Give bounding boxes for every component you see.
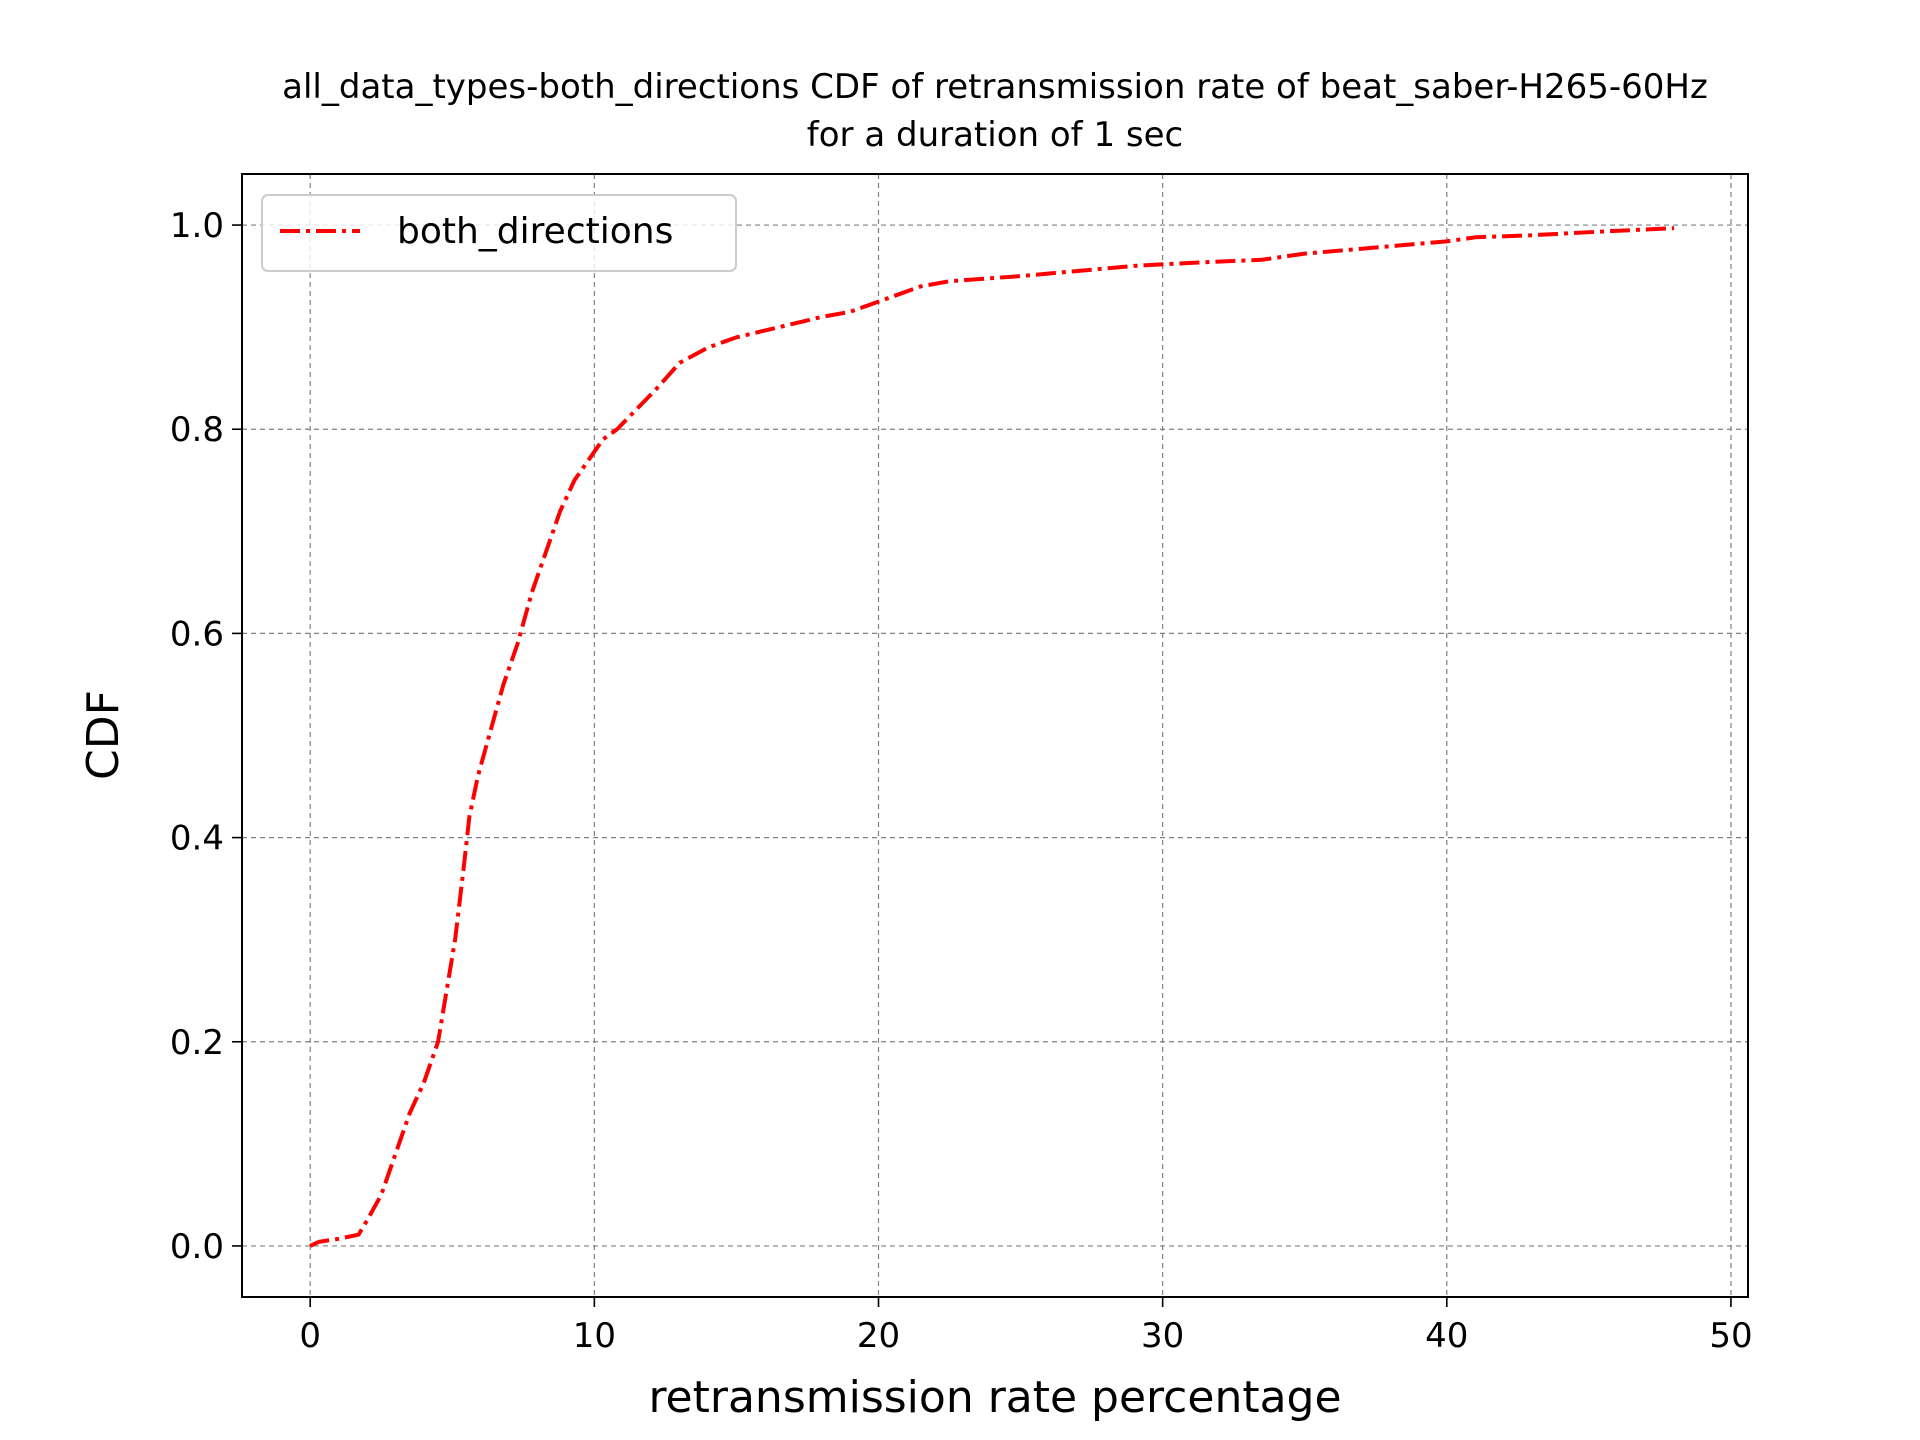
legend-entry-label: both_directions (397, 211, 673, 252)
legend: both_directions (261, 194, 737, 272)
chart-title: all_data_types-both_directions CDF of re… (282, 67, 1708, 107)
x-tick-label: 20 (857, 1316, 900, 1356)
y-tick-label: 0.4 (170, 819, 224, 859)
x-tick-label: 0 (299, 1316, 321, 1356)
legend-box (261, 194, 737, 272)
grid (242, 174, 1748, 1297)
x-tick-label: 50 (1709, 1316, 1752, 1356)
plot-area-frame (241, 173, 1749, 1298)
y-tick-label: 0.2 (170, 1023, 224, 1063)
x-tick-label: 10 (573, 1316, 616, 1356)
series-line-both_directions (309, 226, 1675, 1248)
x-tick-label: 30 (1141, 1316, 1184, 1356)
y-tick-label: 0.0 (170, 1227, 224, 1267)
y-tick-label: 0.6 (170, 614, 224, 654)
x-tick-label: 40 (1425, 1316, 1468, 1356)
y-tick-label: 0.8 (170, 410, 224, 450)
y-tick-label: 1.0 (170, 206, 224, 246)
y-axis-label: CDF (78, 690, 129, 780)
x-axis-label: retransmission rate percentage (648, 1372, 1341, 1423)
axis-ticks: 0 10 20 30 40 50 0.0 0.2 0.4 0.6 0.8 1.0 (170, 206, 1753, 1356)
plot-lines (309, 226, 1675, 1248)
chart-subtitle: for a duration of 1 sec (807, 115, 1183, 155)
